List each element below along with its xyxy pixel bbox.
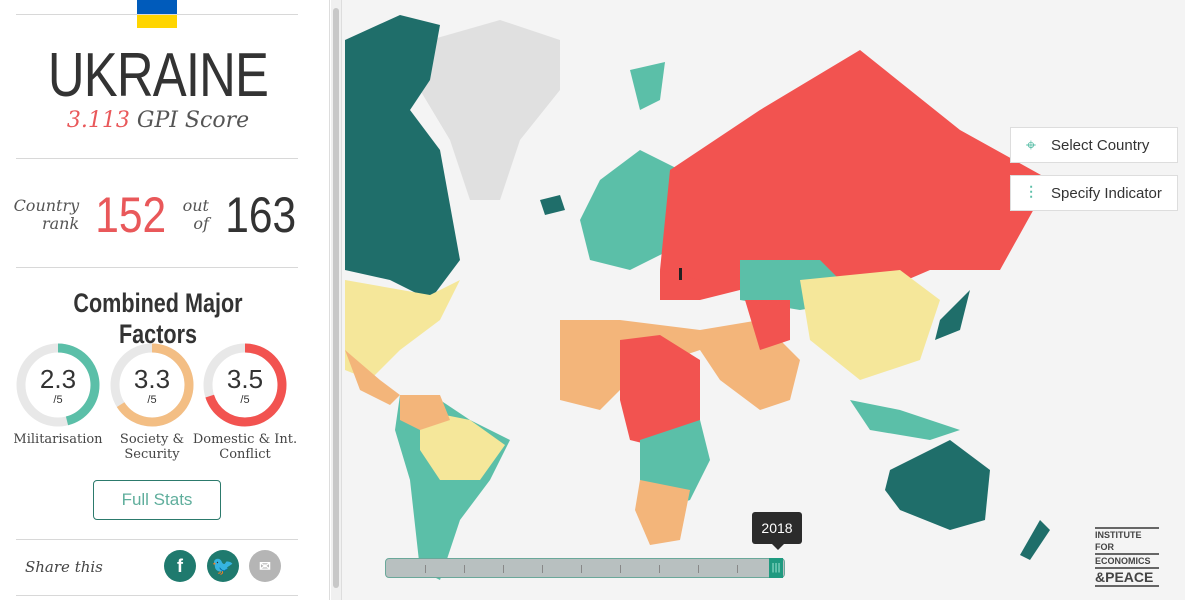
iep-logo: INSTITUTE FOR ECONOMICS &PEACE (1095, 527, 1159, 587)
donut-arc (110, 343, 194, 427)
full-stats-button[interactable]: Full Stats (93, 480, 221, 520)
country-name: UKRAINE (47, 41, 269, 110)
specify-indicator-button[interactable]: ⫶ Specify Indicator (1010, 175, 1178, 211)
rank-total: 163 (225, 187, 297, 243)
sliders-icon: ⫶ (1028, 182, 1034, 203)
divider (16, 14, 298, 15)
rank-value: 152 (95, 187, 167, 243)
slider-tick (659, 565, 660, 573)
ukraine-flag (137, 0, 177, 28)
factor-donut: 3.5 /5 Domestic & Int. Conflict (193, 342, 297, 462)
divider (16, 158, 298, 159)
slider-tick (503, 565, 504, 573)
slider-tick (542, 565, 543, 573)
map-pin-icon: ⌖ (1025, 134, 1037, 155)
slider-tick (737, 565, 738, 573)
slider-handle[interactable]: ||| (769, 558, 783, 578)
country-panel: UKRAINE 3.113 GPI Score Country rank 152 … (0, 0, 330, 600)
factors-title: Combined Major Factors (73, 288, 243, 349)
share-label: Share this (25, 558, 103, 576)
slider-tick (620, 565, 621, 573)
slider-tick (464, 565, 465, 573)
slider-tick (698, 565, 699, 573)
divider (16, 539, 298, 540)
year-tooltip: 2018 (752, 512, 802, 550)
slider-tick (581, 565, 582, 573)
twitter-icon[interactable]: 🐦 (207, 550, 239, 582)
factor-donut: 3.3 /5 Society & Security (109, 342, 195, 462)
country-rank: Country rank 152 out of 163 (13, 187, 297, 243)
select-country-button[interactable]: ⌖ Select Country (1010, 127, 1178, 163)
email-icon[interactable]: ✉ (249, 550, 281, 582)
divider (16, 267, 298, 268)
facebook-icon[interactable]: f (164, 550, 196, 582)
ukraine-marker (679, 268, 682, 280)
divider (16, 595, 298, 596)
donut-arc (203, 343, 287, 427)
donut-arc (16, 343, 100, 427)
gpi-score: 3.113 GPI Score (66, 108, 250, 133)
slider-tick (425, 565, 426, 573)
country-shapes[interactable] (345, 15, 1050, 580)
year-slider[interactable]: ||| (385, 558, 785, 578)
world-map[interactable] (342, 0, 1185, 600)
scrollbar[interactable] (331, 0, 342, 600)
factor-donut: 2.3 /5 Militarisation (13, 342, 103, 447)
